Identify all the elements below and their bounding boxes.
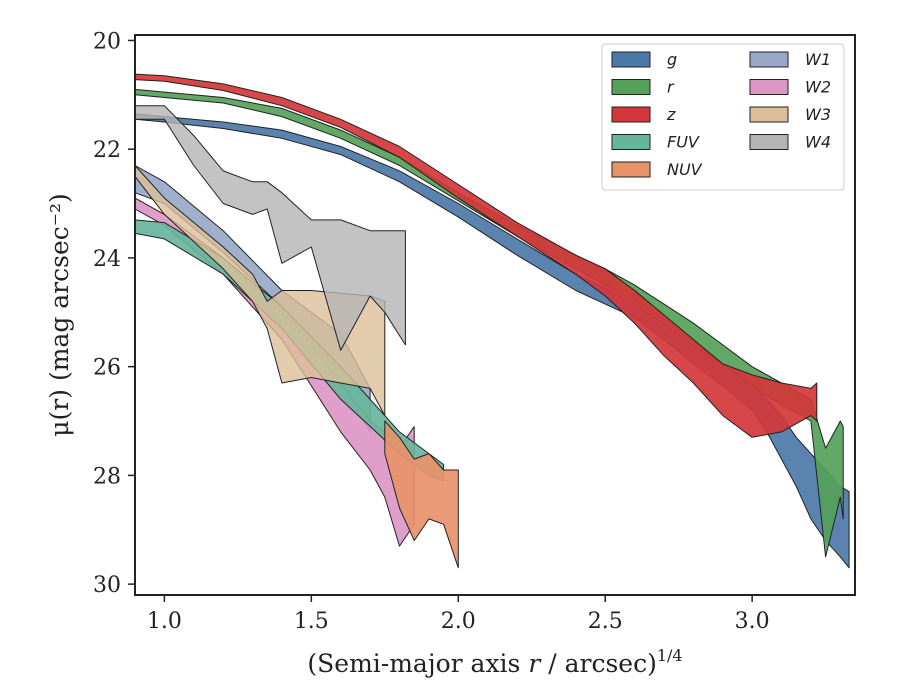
- y-tick-label: 28: [93, 464, 121, 489]
- y-tick-label: 30: [93, 573, 121, 598]
- y-tick-label: 20: [93, 29, 121, 54]
- x-tick-label: 2.0: [441, 609, 476, 634]
- legend-label-w3: W3: [805, 105, 831, 124]
- legend-label-nuv: NUV: [667, 160, 703, 179]
- legend-swatch-w4: [749, 134, 789, 150]
- legend-label-z: z: [666, 105, 676, 124]
- legend-swatch-fuv: [611, 134, 651, 150]
- x-tick-label: 1.0: [147, 609, 182, 634]
- series-area-w3: [134, 165, 386, 417]
- y-axis: 20 22 24 26 28 30: [93, 29, 135, 598]
- x-axis: 1.0 1.5 2.0 2.5 3.0: [147, 595, 770, 634]
- legend-swatch-w2: [749, 79, 789, 95]
- series-area-w4: [134, 105, 406, 351]
- series-layer: [134, 73, 850, 569]
- legend-swatch-z: [611, 106, 651, 123]
- legend-label-fuv: FUV: [667, 133, 700, 152]
- y-tick-label: 26: [93, 356, 121, 381]
- legend-swatch-nuv: [611, 161, 651, 178]
- legend-swatch-w3: [749, 106, 789, 123]
- y-tick-label: 24: [93, 247, 121, 272]
- series-area-z: [134, 73, 818, 438]
- x-tick-label: 1.5: [294, 609, 329, 634]
- legend-label-g: g: [667, 50, 677, 69]
- legend-swatch-w1: [749, 51, 789, 68]
- series-area-nuv: [384, 420, 459, 569]
- x-axis-label-exponent: 1/4: [657, 646, 683, 665]
- y-tick-label: 22: [93, 138, 121, 163]
- x-tick-label: 3.0: [735, 609, 770, 634]
- legend-swatch-g: [611, 51, 651, 68]
- legend: grz FUV NUV W1 W2 W3 W4: [601, 43, 845, 191]
- legend-label-w2: W2: [805, 78, 831, 97]
- series-area-g: [134, 113, 850, 569]
- legend-items: grz FUV NUV W1 W2 W3 W4: [611, 50, 831, 179]
- legend-swatch-r: [611, 79, 651, 95]
- plot-frame: [134, 34, 856, 596]
- x-tick-label: 2.5: [588, 609, 623, 634]
- x-axis-label: (Semi-major axis r / arcsec)1/4: [307, 646, 682, 678]
- legend-label-r: r: [667, 78, 675, 97]
- x-axis-label-var: r: [528, 649, 542, 678]
- y-axis-label: μ(r) (mag arcsec⁻²): [45, 193, 74, 436]
- legend-label-w1: W1: [805, 50, 831, 69]
- x-axis-label-suffix: / arcsec): [540, 649, 657, 678]
- x-axis-label-prefix: (Semi-major axis: [307, 649, 528, 678]
- legend-label-w4: W4: [805, 133, 831, 152]
